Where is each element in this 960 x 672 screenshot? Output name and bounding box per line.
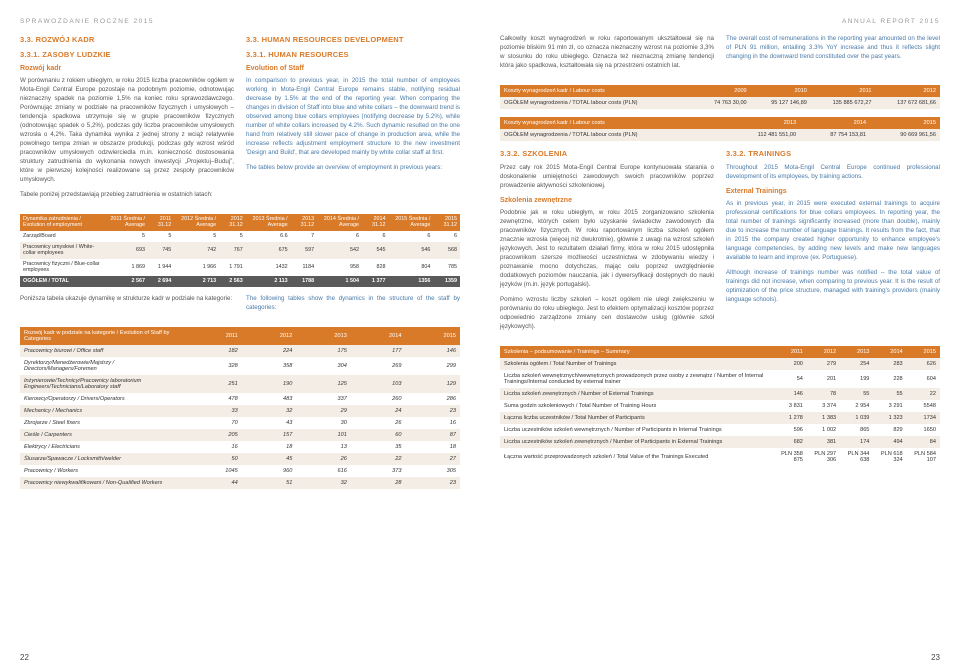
para-en-1: In comparison to previous year, in 2015 … — [246, 77, 460, 158]
dynamics-table: Dynamika zatrudnienia / Evolution of emp… — [20, 214, 460, 287]
sub-evo: Evolution of Staff — [246, 65, 460, 72]
para-pl-2: Tabele poniżej przedstawiają przebieg za… — [20, 191, 234, 200]
sub-szk-en: External Trainings — [726, 188, 940, 195]
para-en-2: The tables below provide an overview of … — [246, 164, 460, 173]
trainings-table: Szkolenia – podsumowanie / Trainings – S… — [500, 346, 940, 466]
para-pl-1: W porównaniu z rokiem ubiegłym, w roku 2… — [20, 77, 234, 185]
sec-33-en: 3.3. HUMAN RESOURCES DEVELOPMENT — [246, 35, 460, 44]
para-pl-r1: Całkowity koszt wynagrodzeń w roku rapor… — [500, 35, 714, 71]
sec-33-pl: 3.3. ROZWÓJ KADR — [20, 35, 234, 44]
page-header-right: ANNUAL REPORT 2015 — [500, 18, 940, 25]
page-num-left: 22 — [20, 653, 29, 662]
para-en-r3: As in previous year, in 2015 were execut… — [726, 200, 940, 263]
sec-331-en: 3.3.1. HUMAN RESOURCES — [246, 50, 460, 59]
page-num-right: 23 — [931, 653, 940, 662]
para-en-r2: Throughout 2015 Mota-Engil Central Europ… — [726, 164, 940, 182]
para-pl-r2: Przez cały rok 2015 Mota-Engil Central E… — [500, 164, 714, 191]
sec-332-en: 3.3.2. TRAININGS — [726, 149, 940, 158]
para-pl-3: Poniższa tabela ukazuje dynamikę w struk… — [20, 295, 234, 304]
sec-331-pl: 3.3.1. ZASOBY LUDZKIE — [20, 50, 234, 59]
sub-szk-pl: Szkolenia zewnętrzne — [500, 197, 714, 204]
para-en-r1: The overall cost of remunerations in the… — [726, 35, 940, 62]
costs-table-2: Koszty wynagrodzeń kadr / Labour costs20… — [500, 117, 940, 141]
para-en-r4: Although increase of trainings number wa… — [726, 269, 940, 305]
para-en-3: The following tables show the dynamics i… — [246, 295, 460, 313]
para-pl-r4: Pomimo wzrostu liczby szkoleń – koszt og… — [500, 296, 714, 332]
categories-table: Rozwój kadr w podziale na kategorie / Ev… — [20, 327, 460, 489]
page-header-left: SPRAWOZDANIE ROCZNE 2015 — [20, 18, 460, 25]
sec-332-pl: 3.3.2. SZKOLENIA — [500, 149, 714, 158]
para-pl-r3: Podobnie jak w roku ubiegłym, w roku 201… — [500, 209, 714, 290]
sub-rozwoj: Rozwój kadr — [20, 65, 234, 72]
costs-table-1: Koszty wynagrodzeń kadr / Labour costs20… — [500, 85, 940, 109]
